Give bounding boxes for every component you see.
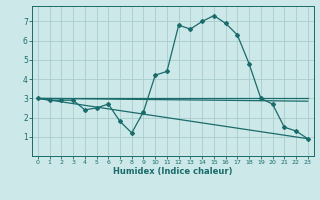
- X-axis label: Humidex (Indice chaleur): Humidex (Indice chaleur): [113, 167, 233, 176]
